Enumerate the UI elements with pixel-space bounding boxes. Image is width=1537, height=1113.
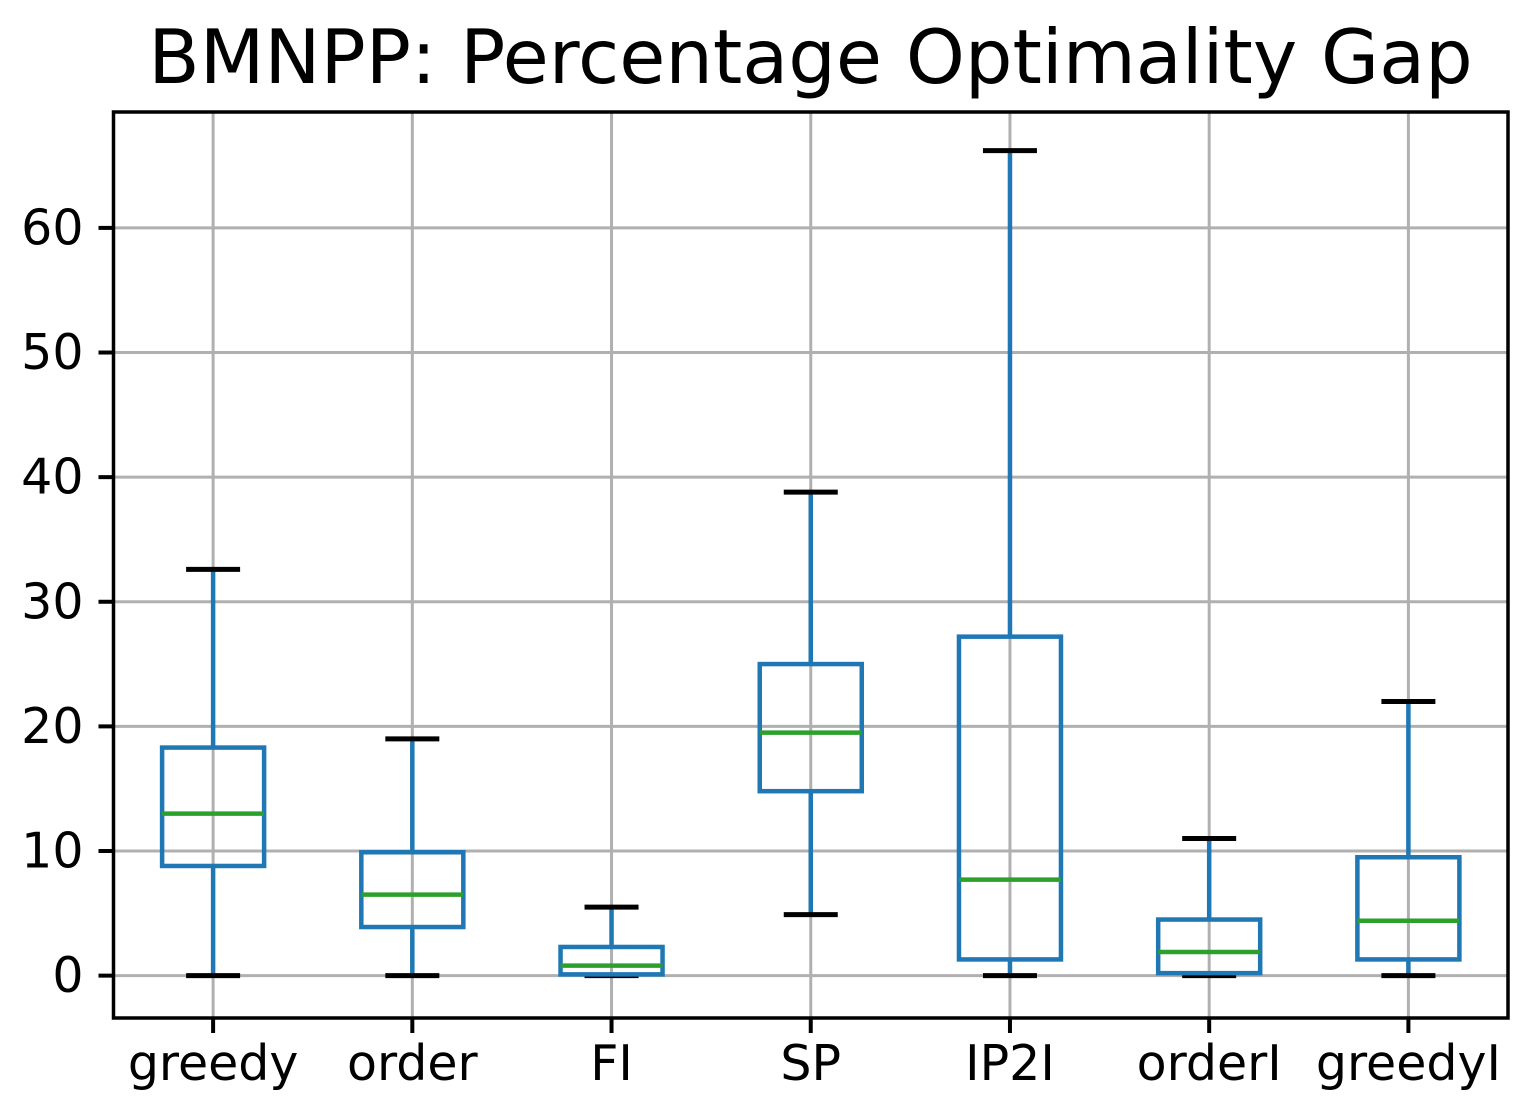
x-tick-label-FI: FI bbox=[590, 1035, 633, 1092]
y-tick-label: 0 bbox=[52, 947, 83, 1004]
box-SP bbox=[757, 661, 864, 794]
box-IP2I bbox=[956, 634, 1064, 962]
x-tick-label-order: order bbox=[347, 1035, 479, 1092]
x-tick-label-greedyI: greedyI bbox=[1316, 1035, 1501, 1092]
y-tick-label: 50 bbox=[21, 324, 83, 381]
x-tick-label-greedy: greedy bbox=[128, 1035, 299, 1092]
box-greedyI bbox=[1355, 854, 1462, 962]
box-greedy bbox=[159, 745, 267, 869]
x-tick-label-orderI: orderI bbox=[1137, 1035, 1282, 1092]
y-tick-label: 30 bbox=[21, 573, 83, 630]
x-tick-label-IP2I: IP2I bbox=[965, 1035, 1055, 1092]
y-tick-label: 60 bbox=[21, 199, 83, 256]
box-order bbox=[359, 850, 466, 930]
y-tick-label: 20 bbox=[21, 698, 83, 755]
x-tick-label-SP: SP bbox=[780, 1035, 841, 1092]
y-tick-label: 10 bbox=[21, 823, 83, 880]
y-tick-label: 40 bbox=[21, 449, 83, 506]
box-orderI bbox=[1155, 917, 1263, 976]
chart-title: BMNPP: Percentage Optimality Gap bbox=[148, 13, 1473, 101]
box-FI bbox=[558, 944, 665, 977]
